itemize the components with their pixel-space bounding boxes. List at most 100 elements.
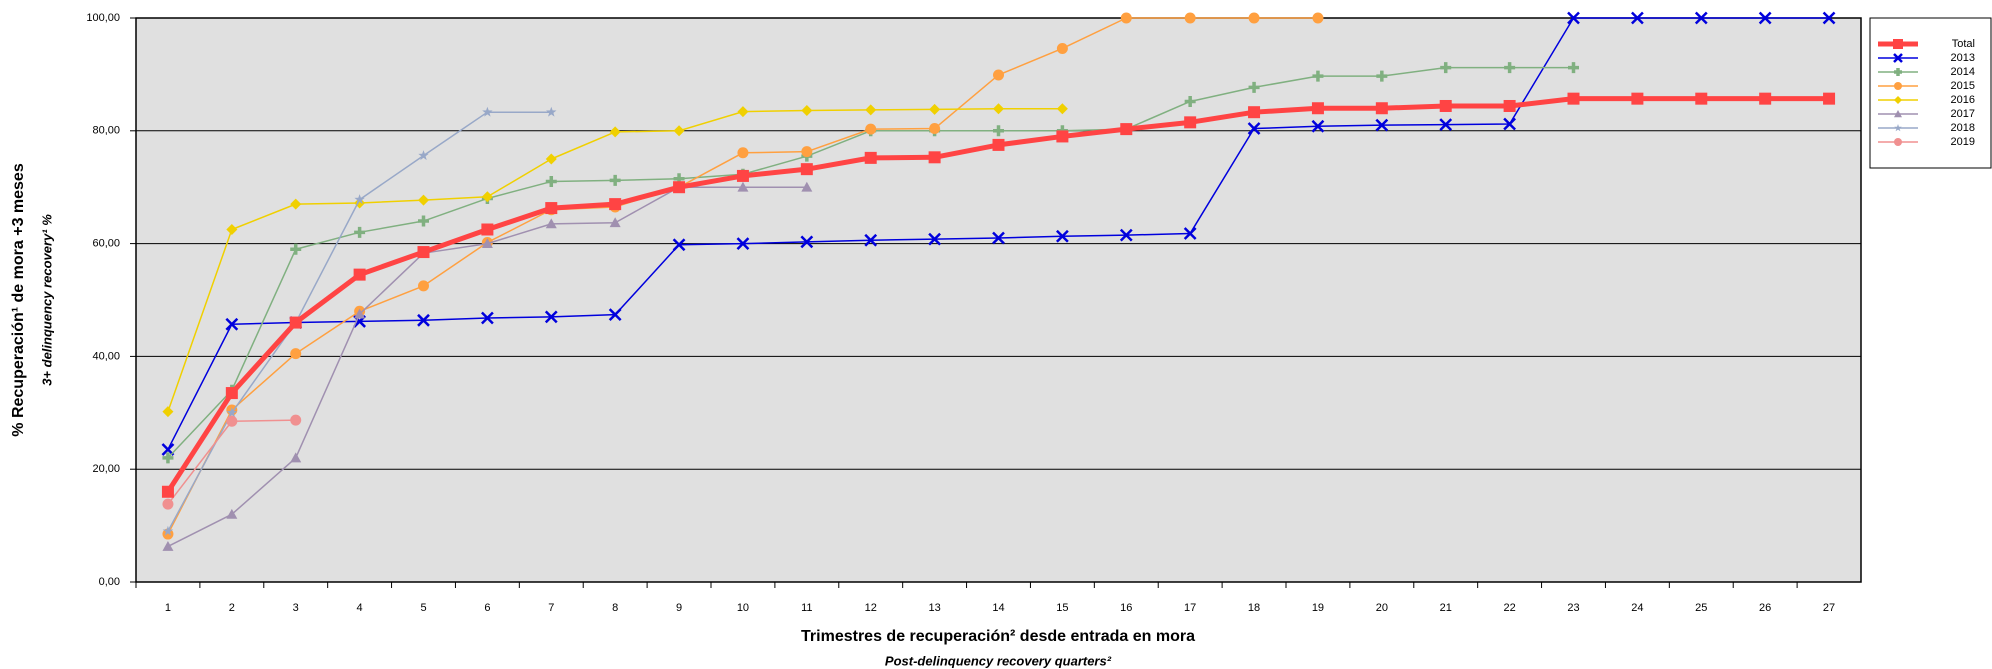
x-tick-label: 11 (801, 602, 812, 614)
legend-label: 2015 (1951, 80, 1975, 92)
marker (673, 181, 686, 194)
x-tick-label: 27 (1823, 602, 1835, 614)
marker (1184, 95, 1196, 107)
marker (1120, 12, 1132, 24)
marker (354, 194, 365, 205)
marker (1893, 53, 1903, 63)
marker (609, 217, 621, 228)
marker (481, 311, 494, 325)
marker (1120, 123, 1133, 136)
x-tick-label: 2 (229, 602, 235, 614)
legend-label: 2017 (1951, 108, 1975, 120)
x-tick-label: 6 (484, 602, 490, 614)
marker (226, 415, 238, 427)
marker (1894, 124, 1902, 132)
legend-label: 2013 (1951, 52, 1975, 64)
marker (290, 414, 302, 426)
y-tick-label: 0,00 (99, 576, 120, 588)
y-axis-subtitle: 3+ delinquency recovery¹ % (39, 214, 54, 386)
marker (609, 174, 621, 186)
marker (992, 138, 1005, 151)
marker (417, 313, 430, 327)
marker (1631, 92, 1644, 105)
marker (226, 508, 238, 519)
y-tick-label: 20,00 (92, 463, 120, 475)
marker (1439, 99, 1452, 112)
marker (1311, 119, 1325, 133)
x-axis-subtitle: Post-delinquency recovery quarters² (885, 653, 1112, 668)
marker (290, 243, 302, 255)
x-tick-label: 22 (1503, 602, 1515, 614)
marker (354, 226, 366, 238)
marker (801, 146, 813, 158)
x-tick-label: 3 (293, 602, 299, 614)
x-tick-label: 12 (865, 602, 877, 614)
marker (1759, 92, 1772, 105)
marker (418, 150, 429, 161)
marker (800, 235, 814, 249)
marker (1823, 92, 1836, 105)
marker (1247, 122, 1261, 135)
marker (672, 238, 686, 252)
x-tick-label: 25 (1695, 602, 1707, 614)
marker (737, 147, 749, 159)
marker (1312, 12, 1324, 24)
marker (865, 123, 877, 135)
x-tick-label: 4 (357, 602, 363, 614)
marker (1184, 12, 1196, 24)
marker (1248, 81, 1260, 93)
marker (1119, 228, 1133, 242)
x-tick-label: 5 (420, 602, 426, 614)
marker (1894, 82, 1902, 90)
marker (418, 194, 429, 206)
marker (1375, 118, 1389, 132)
marker (929, 123, 941, 135)
marker (928, 232, 941, 246)
marker (736, 237, 750, 250)
x-tick-label: 1 (165, 602, 171, 614)
marker (1376, 70, 1388, 82)
marker (992, 231, 1005, 245)
marker (1440, 62, 1452, 74)
marker (1504, 62, 1516, 74)
marker (1631, 11, 1644, 25)
marker (1822, 11, 1836, 25)
marker (226, 407, 238, 418)
marker (1567, 11, 1580, 25)
marker (225, 317, 239, 331)
marker (225, 387, 238, 400)
marker (1568, 62, 1579, 74)
marker (1248, 12, 1260, 24)
marker (928, 151, 941, 164)
plot-area (136, 18, 1861, 582)
marker (290, 198, 302, 210)
marker (1894, 68, 1902, 76)
marker (1056, 229, 1069, 243)
marker (993, 69, 1004, 81)
marker (801, 181, 813, 192)
marker (1056, 130, 1069, 143)
marker (1248, 106, 1261, 119)
marker (290, 348, 302, 360)
marker (1439, 118, 1453, 131)
marker (226, 224, 238, 235)
marker (162, 525, 174, 536)
marker (1503, 117, 1516, 131)
marker (545, 202, 558, 215)
marker (161, 485, 174, 498)
y-tick-label: 100,00 (86, 12, 120, 24)
marker (418, 280, 429, 292)
x-tick-label: 21 (1440, 602, 1452, 614)
marker (929, 103, 941, 115)
x-tick-label: 20 (1376, 602, 1388, 614)
marker (1694, 11, 1708, 25)
marker (609, 126, 621, 138)
marker (800, 163, 813, 176)
marker (1894, 110, 1902, 118)
x-tick-label: 10 (737, 602, 749, 614)
x-axis-title: Trimestres de recuperación² desde entrad… (801, 628, 1195, 645)
x-tick-label: 14 (992, 602, 1004, 614)
x-tick-label: 7 (548, 602, 554, 614)
